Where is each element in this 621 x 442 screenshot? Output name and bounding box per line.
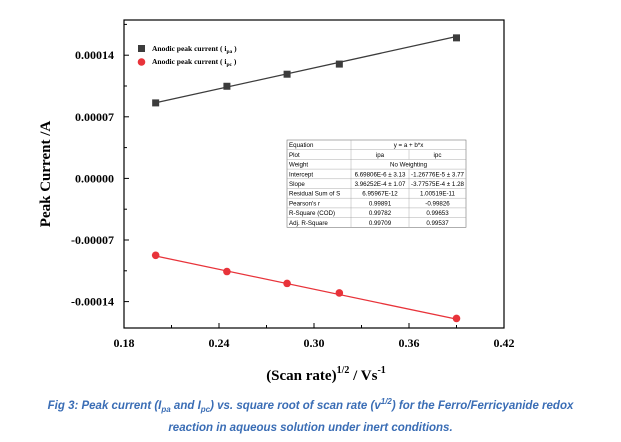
data-point-pa xyxy=(152,99,160,107)
table-cell-value: ipc xyxy=(434,152,442,159)
x-tick-label: 0.24 xyxy=(209,336,230,350)
table-cell-value: 0.99653 xyxy=(426,210,449,217)
data-point-pc xyxy=(335,289,344,297)
data-point-pc xyxy=(452,314,461,323)
legend-marker-ipa xyxy=(138,45,145,52)
table-frame xyxy=(286,139,467,228)
data-point-pa xyxy=(223,82,231,90)
x-tick-label: 0.42 xyxy=(494,336,515,350)
y-axis-label: Peak Current /A xyxy=(38,121,54,228)
table-cell-label: Slope xyxy=(289,181,305,188)
legend-label-ipc: Anodic peak current ( ipc ) xyxy=(152,57,237,68)
table-cell-value: -0.99826 xyxy=(425,200,450,207)
legend-label-ipa: Anodic peak current ( ipa ) xyxy=(152,44,237,55)
table-cell-value: 6.69806E-6 ± 3.13 xyxy=(355,171,406,178)
table-cell-value: 0.99537 xyxy=(426,220,449,227)
table-cell-value: -1.26776E-5 ± 3.77 xyxy=(411,171,464,178)
table-cell-value: 0.99891 xyxy=(369,200,392,207)
data-series xyxy=(151,34,461,323)
table-cell-label: Adj. R-Square xyxy=(289,220,328,227)
axis-ticks: 0.18 0.24 0.30 0.36 0.42 0.00014 0.00007 0.0000… xyxy=(71,23,515,350)
data-point-pc xyxy=(151,251,160,260)
table-cell-value: ipa xyxy=(376,152,385,159)
y-tick-label: -0.00007 xyxy=(71,233,114,247)
data-point-pc xyxy=(283,279,291,288)
table-cell-label: Plot xyxy=(289,152,300,159)
table-cell-value: 0.99709 xyxy=(369,220,392,227)
x-axis-label-exp: 1/2 xyxy=(337,365,350,376)
table-cell-label: Pearson's r xyxy=(289,200,320,207)
y-tick-label: 0.00014 xyxy=(75,48,114,62)
table-cell-label: Intercept xyxy=(289,171,313,178)
x-axis-label-unit: / Vs xyxy=(349,368,377,384)
legend: Anodic peak current ( ipa ) Anodic peak … xyxy=(137,44,237,68)
chart-area: Peak Current /A (Scan rate)1/2 / Vs-1 0.… xyxy=(38,19,515,384)
x-axis-label-main: (Scan rate) xyxy=(266,368,336,384)
table-cell-label: Residual Sum of S xyxy=(289,191,340,198)
data-point-pa xyxy=(335,60,343,68)
caption-line-1: Fig 3: Peak current (Ipa and Ipc) vs. sq… xyxy=(47,397,574,415)
x-tick-label: 0.36 xyxy=(399,336,420,350)
table-cell-value: No Weighting xyxy=(390,162,428,169)
table-cell-value: 3.96252E-4 ± 1.07 xyxy=(355,181,406,188)
x-tick-label: 0.30 xyxy=(304,336,325,350)
x-axis-label: (Scan rate)1/2 / Vs-1 xyxy=(266,365,386,384)
table-cell-label: Weight xyxy=(289,162,308,169)
y-tick-label: 0.00007 xyxy=(75,110,114,124)
table-cell-value: 1.00519E-11 xyxy=(420,191,456,198)
legend-marker-ipc xyxy=(137,58,146,66)
table-cell-value: 6.95967E-12 xyxy=(362,191,398,198)
caption-line-2: reaction in aqueous solution under inert… xyxy=(168,422,453,435)
y-tick-label: 0.00000 xyxy=(75,171,114,185)
figure-caption: Fig 3: Peak current (Ipa and Ipc) vs. sq… xyxy=(0,392,621,438)
fit-line-pc xyxy=(155,255,457,320)
x-tick-label: 0.18 xyxy=(114,336,135,350)
x-axis-label-unit-exp: -1 xyxy=(377,365,385,376)
table-cell-value: -3.77575E-4 ± 1.28 xyxy=(411,181,464,188)
y-tick-label: -0.00014 xyxy=(71,295,114,309)
table-cell-value: 0.99782 xyxy=(369,210,392,217)
table-cell-label: Equation xyxy=(289,142,314,149)
table-cell-label: R-Square (COD) xyxy=(289,210,335,217)
data-point-pc xyxy=(223,267,231,276)
fit-line-pa xyxy=(155,35,457,104)
fit-statistics-table: Equation y = a + b*x Plot ipa ipc Weight No We… xyxy=(286,139,467,228)
table-cell-value: y = a + b*x xyxy=(394,142,424,149)
data-point-pa xyxy=(283,70,291,78)
data-point-pa xyxy=(453,34,460,42)
